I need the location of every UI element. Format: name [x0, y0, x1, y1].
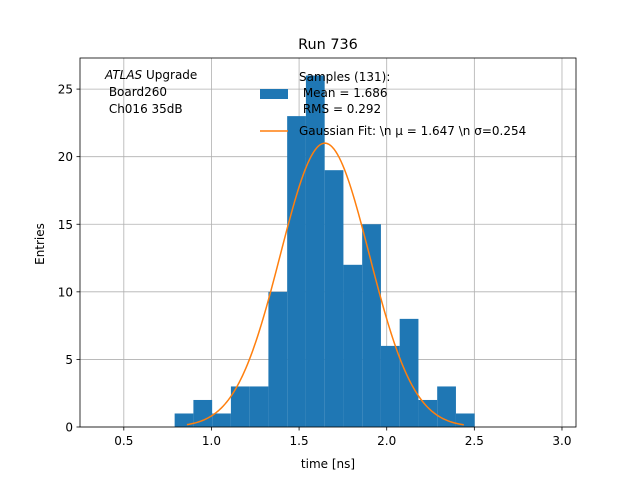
histogram-bar	[324, 170, 344, 427]
histogram-bar	[362, 224, 381, 427]
legend-samples-line-1: Samples (131):	[299, 70, 390, 84]
y-tick-label: 0	[65, 421, 73, 435]
x-tick-label: 3.0	[552, 434, 571, 448]
gaussian-fit-curve	[186, 142, 464, 426]
gaussian-fit	[186, 142, 464, 426]
histogram-bar	[380, 345, 400, 427]
annotation-rest: Upgrade	[142, 68, 197, 82]
histogram-bar	[305, 75, 325, 428]
y-tick-label: 15	[58, 218, 73, 232]
axis-ticks: 0.5 1.0 1.5 2.0 2.5 3.0 0 5 10 15 20 25	[58, 83, 572, 448]
legend-fit-label: Gaussian Fit: \n μ = 1.647 \n σ=0.254	[299, 124, 526, 138]
annotation-italic: ATLAS	[104, 68, 143, 82]
x-tick-label: 1.5	[290, 434, 309, 448]
legend-samples-line-3: RMS = 0.292	[299, 102, 381, 116]
annotation-line-3: Ch016 35dB	[105, 102, 183, 116]
x-axis-label: time [ns]	[301, 457, 355, 471]
histogram-bar	[343, 264, 363, 427]
annotation-line-1: ATLAS Upgrade	[104, 68, 197, 82]
histogram-bar	[212, 413, 231, 427]
histogram-bar	[268, 291, 288, 427]
x-tick-label: 2.0	[377, 434, 396, 448]
y-tick-label: 25	[58, 83, 73, 97]
histogram-bar	[287, 116, 306, 427]
y-axis-label: Entries	[33, 223, 47, 265]
histogram-bar	[418, 399, 438, 427]
histogram-bars	[174, 75, 475, 428]
legend-samples-patch	[260, 89, 288, 99]
chart-title: Run 736	[298, 37, 358, 53]
histogram-bar	[174, 413, 194, 427]
y-tick-label: 20	[58, 150, 73, 164]
histogram-bar	[193, 399, 213, 427]
histogram-bar	[437, 386, 456, 427]
y-tick-label: 5	[65, 353, 73, 367]
annotation-line-2: Board260	[105, 85, 167, 99]
y-tick-label: 10	[58, 285, 73, 299]
x-tick-label: 2.5	[465, 434, 484, 448]
histogram-bar	[399, 318, 419, 427]
histogram-bar	[230, 386, 250, 427]
plot-frame	[79, 57, 577, 428]
legend-samples-line-2: Mean = 1.686	[299, 86, 388, 100]
x-tick-label: 1.0	[202, 434, 221, 448]
histogram-bar	[249, 386, 269, 427]
histogram-bar	[455, 413, 475, 427]
atlas-annotation: ATLAS Upgrade Board260 Ch016 35dB	[104, 68, 197, 116]
legend: Samples (131): Mean = 1.686 RMS = 0.292 …	[260, 70, 526, 138]
x-tick-label: 0.5	[114, 434, 133, 448]
